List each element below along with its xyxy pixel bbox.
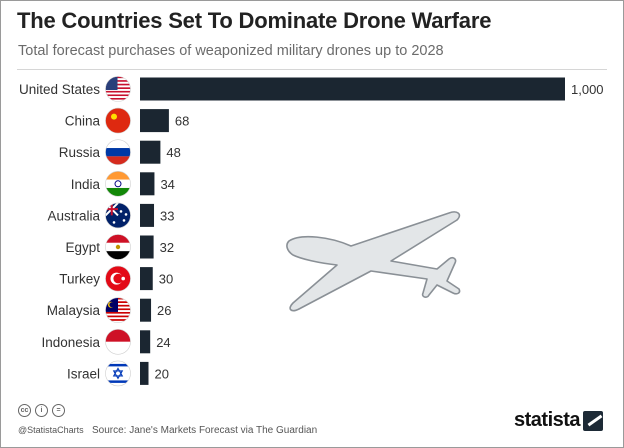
- header-divider: [17, 69, 607, 70]
- china-flag-icon: [105, 107, 131, 134]
- category-label: Egypt: [65, 240, 100, 255]
- value-label: 33: [160, 208, 174, 223]
- category-label: Turkey: [59, 272, 100, 287]
- egypt-flag-icon: [105, 234, 131, 260]
- indonesia-flag-icon: [105, 328, 131, 355]
- statista-mark-icon: [583, 410, 604, 431]
- bar: [140, 330, 151, 354]
- no-derivatives-icon: =: [52, 404, 65, 417]
- bar: [140, 172, 155, 196]
- twitter-handle: @StatistaCharts: [18, 425, 84, 435]
- statista-logo: statista: [514, 409, 604, 432]
- category-label: India: [71, 177, 101, 192]
- value-label: 34: [160, 177, 174, 192]
- malaysia-flag-icon: [105, 297, 131, 324]
- license-icons: cc i =: [18, 404, 65, 417]
- chart-subtitle: Total forecast purchases of weaponized m…: [18, 43, 444, 59]
- value-label: 24: [156, 335, 170, 350]
- cc-icon: cc: [18, 404, 31, 417]
- category-label: Israel: [67, 366, 100, 381]
- bar: [140, 298, 152, 322]
- value-label: 32: [160, 240, 174, 255]
- bar: [140, 140, 161, 164]
- us-flag-icon: [105, 76, 131, 102]
- bar: [140, 235, 154, 259]
- israel-flag-icon: [105, 360, 131, 387]
- category-label: United States: [19, 82, 100, 97]
- brand-name: statista: [514, 409, 581, 431]
- value-label: 1,000: [571, 82, 604, 97]
- value-label: 68: [175, 114, 189, 129]
- russia-flag-icon: [105, 139, 131, 165]
- category-label: Russia: [59, 145, 101, 160]
- drone-icon: [286, 211, 461, 312]
- value-label: 26: [157, 303, 171, 318]
- attribution-icon: i: [35, 404, 48, 417]
- bar: [140, 361, 149, 385]
- value-label: 30: [159, 272, 173, 287]
- india-flag-icon: [105, 171, 131, 197]
- category-label: China: [65, 114, 101, 129]
- category-label: Malaysia: [47, 303, 101, 318]
- australia-flag-icon: [105, 202, 131, 229]
- category-label: Australia: [47, 208, 100, 223]
- chart-title: The Countries Set To Dominate Drone Warf…: [17, 8, 492, 33]
- bar: [140, 267, 153, 291]
- bar: [140, 203, 155, 227]
- value-label: 20: [155, 366, 169, 381]
- bar: [140, 77, 565, 101]
- category-label: Indonesia: [41, 335, 100, 350]
- bar: [140, 109, 169, 133]
- turkey-flag-icon: [105, 265, 131, 292]
- value-label: 48: [166, 145, 180, 160]
- source-note: Source: Jane's Markets Forecast via The …: [92, 425, 318, 436]
